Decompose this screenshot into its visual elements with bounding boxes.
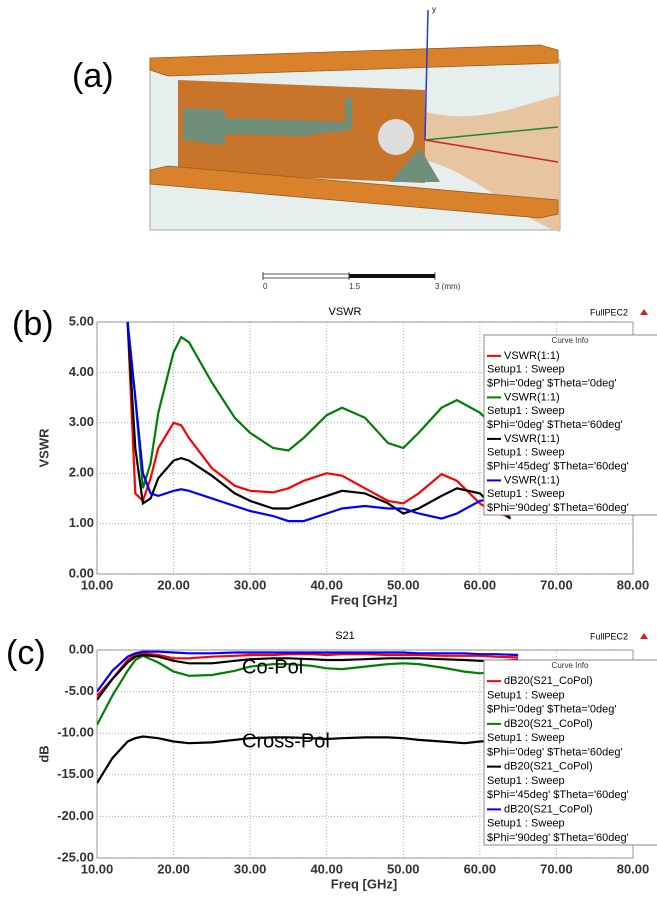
legend-label: $Phi='45deg' $Theta='60deg' [487,789,629,801]
legend: Curve Info dB20(S21_CoPol) Setup1 : Sweep $… [484,660,657,845]
legend-label: dB20(S21_CoPol) [504,761,593,773]
scale-tick-label: 3 (mm) [435,282,461,291]
y-tick-label: 3.00 [69,414,94,429]
x-axis-label: Freq [GHz] [331,876,397,891]
x-tick-label: 20.00 [157,861,190,876]
y-tick-label: 0.00 [69,641,94,656]
legend-label: $Phi='90deg' $Theta='60deg' [487,502,629,514]
panel-label: (a) [72,57,114,95]
scale-tick-label: 1.5 [349,282,361,291]
x-tick-label: 40.00 [310,861,343,876]
annotation: Co-Pol [242,656,303,678]
legend-label: dB20(S21_CoPol) [504,718,593,730]
legend-label: Setup1 : Sweep [487,364,565,376]
legend-label: VSWR(1:1) [504,474,560,486]
model-axis-label: y [432,5,436,14]
legend-label: Setup1 : Sweep [487,405,565,417]
legend-label: $Phi='0deg' $Theta='0deg' [487,377,617,389]
x-tick-label: 80.00 [617,861,650,876]
panel-label: (b) [12,305,54,343]
legend-label: VSWR(1:1) [504,350,560,362]
y-tick-label: 4.00 [69,364,94,379]
model-illustration: y [150,5,560,232]
legend-label: VSWR(1:1) [504,433,560,445]
legend-label: dB20(S21_CoPol) [504,675,593,687]
curve-label: Cross-Pol [242,731,330,753]
scale-tick-label: 0 [263,282,268,291]
y-tick-label: -10.00 [57,725,94,740]
legend-label: VSWR(1:1) [504,391,560,403]
legend-label: Setup1 : Sweep [487,818,565,830]
x-tick-label: 40.00 [310,577,343,592]
x-tick-label: 50.00 [387,577,420,592]
legend-label: $Phi='0deg' $Theta='60deg' [487,746,623,758]
y-tick-label: 0.00 [69,565,94,580]
x-tick-label: 50.00 [387,861,420,876]
source-label: FullPEC2 [590,631,628,641]
legend-label: Setup1 : Sweep [487,775,565,787]
legend-label: Setup1 : Sweep [487,488,565,500]
x-tick-label: 60.00 [464,577,497,592]
x-tick-label: 80.00 [617,577,650,592]
y-tick-label: 2.00 [69,465,94,480]
legend-title: Curve Info [552,661,589,670]
legend-title: Curve Info [552,336,589,345]
source-label: FullPEC2 [590,307,628,317]
x-tick-label: 30.00 [234,577,267,592]
x-tick-label: 30.00 [234,861,267,876]
y-tick-label: -5.00 [64,683,94,698]
legend-label: dB20(S21_CoPol) [504,803,593,815]
legend-label: $Phi='45deg' $Theta='60deg' [487,460,629,472]
legend-label: Setup1 : Sweep [487,732,565,744]
legend-label: $Phi='0deg' $Theta='0deg' [487,704,617,716]
y-tick-label: -15.00 [57,766,94,781]
chart-title: VSWR [329,306,362,318]
legend-label: Setup1 : Sweep [487,447,565,459]
legend-label: $Phi='90deg' $Theta='60deg' [487,832,629,844]
chart-title: S21 [335,630,355,642]
x-tick-label: 20.00 [157,577,190,592]
marker-icon [640,633,648,639]
x-tick-label: 70.00 [540,577,573,592]
marker-icon [640,309,648,315]
x-tick-label: 70.00 [540,861,573,876]
scale-bar [349,274,435,278]
x-tick-label: 60.00 [464,861,497,876]
y-tick-label: -20.00 [57,808,94,823]
y-tick-label: 5.00 [69,313,94,328]
scale-bar [263,274,349,278]
figure: y (a) (b) (c) 01.53 (mm)10.0020.0030.004… [0,0,657,898]
y-tick-label: -25.00 [57,849,94,864]
legend-label: Setup1 : Sweep [487,689,565,701]
y-tick-label: 1.00 [69,515,94,530]
y-axis-label: dB [36,745,51,762]
x-axis-label: Freq [GHz] [331,592,397,607]
panel-label: (c) [6,634,46,672]
y-axis-label: VSWR [36,428,51,468]
legend-label: $Phi='0deg' $Theta='60deg' [487,419,623,431]
